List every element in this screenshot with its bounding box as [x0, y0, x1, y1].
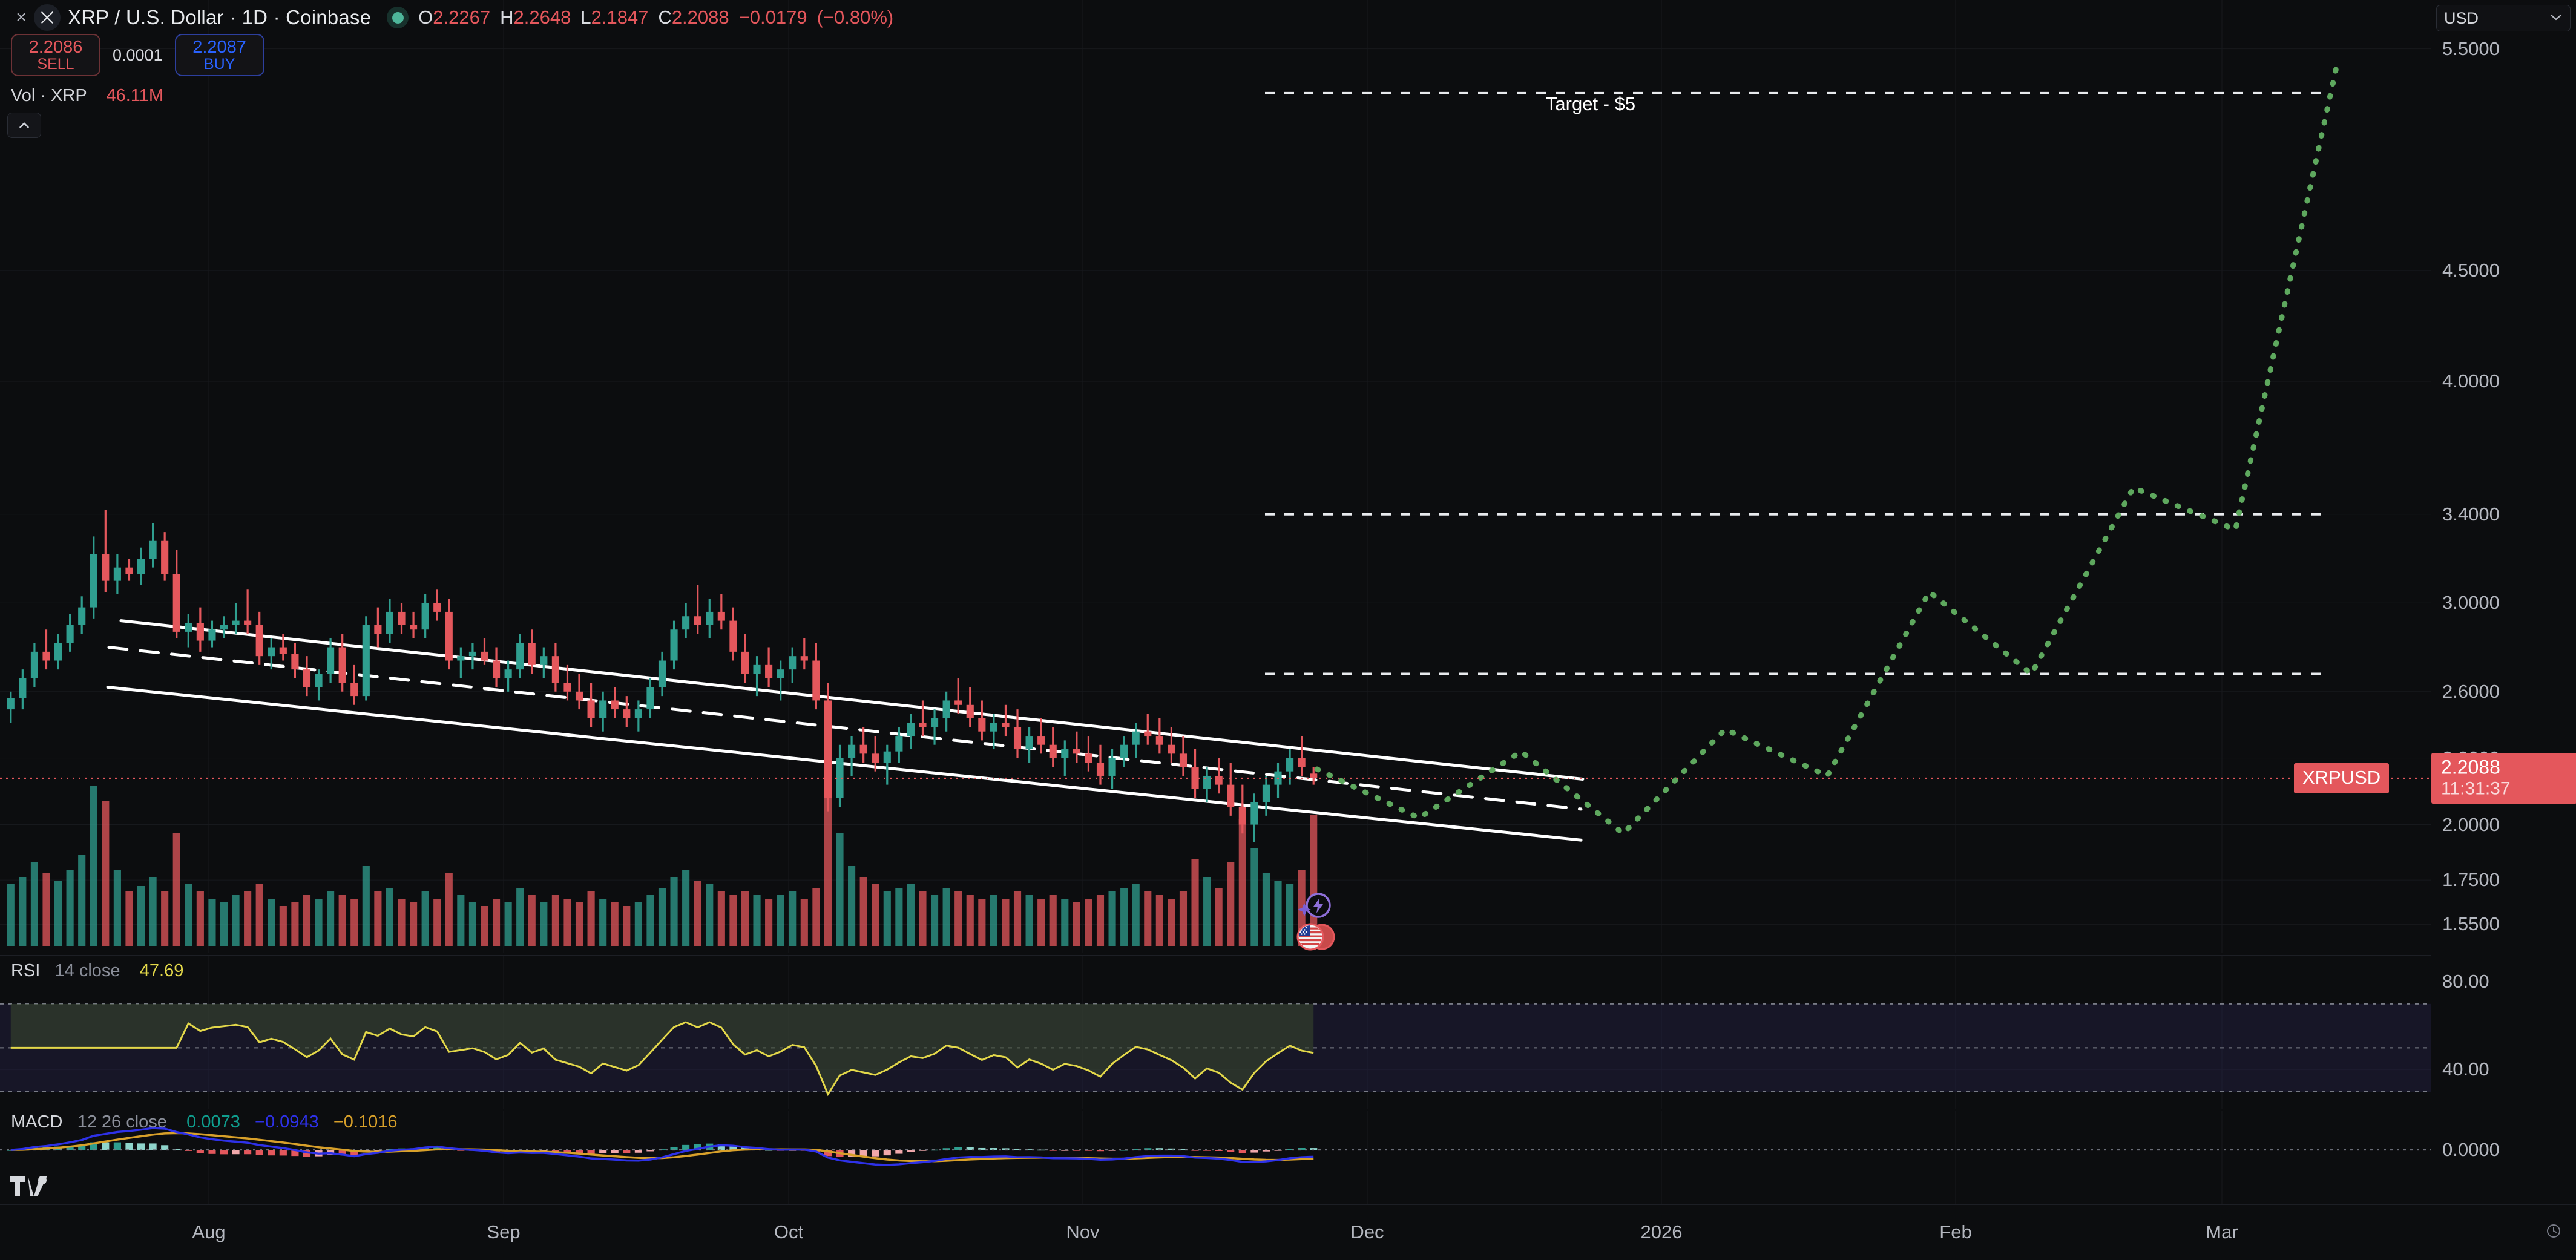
chevron-down-icon: [2549, 13, 2563, 24]
time-axis-tick: Nov: [1066, 1221, 1100, 1242]
close-icon[interactable]: ×: [16, 7, 27, 27]
price-axis[interactable]: USD 5.5000 4.5000 4.0000 3.4000 3.0000 2.6000…: [2431, 0, 2576, 1204]
volume-legend-name: Vol · XRP: [11, 86, 87, 105]
order-panel: 2.2086 SELL 0.0001 2.2087 BUY: [11, 34, 264, 76]
low-label: L: [580, 7, 591, 28]
symbol-header: × XRP / U.S. Dollar · 1D · Coinbase O 2.2…: [0, 0, 2576, 35]
bar-countdown: 11:31:37: [2441, 778, 2511, 799]
xrp-logo-icon: [34, 4, 61, 31]
macd-legend-args: 12 26 close: [77, 1112, 167, 1132]
price-axis-tick: 5.5000: [2442, 38, 2500, 59]
time-axis-tick: Oct: [774, 1221, 804, 1242]
us-economic-event-icon[interactable]: [1295, 921, 1335, 956]
macd-value-hist: −0.1016: [333, 1112, 398, 1132]
collapse-pane-button[interactable]: [7, 113, 41, 138]
price-axis-tick: 3.0000: [2442, 592, 2500, 614]
open-label: O: [418, 7, 433, 28]
volume-legend-value: 46.11M: [106, 86, 164, 105]
sell-price: 2.2086: [28, 37, 83, 57]
rsi-legend-value: 47.69: [139, 961, 184, 980]
macd-axis-tick: 0.0000: [2442, 1138, 2500, 1160]
time-axis-tick: Dec: [1350, 1221, 1384, 1242]
price-pane[interactable]: [0, 0, 2431, 953]
price-axis-tick: 1.7500: [2442, 869, 2500, 891]
high-label: H: [500, 7, 514, 28]
symbol-title[interactable]: XRP / U.S. Dollar · 1D · Coinbase: [68, 6, 372, 28]
price-axis-tick: 2.6000: [2442, 680, 2500, 702]
low-value: 2.1847: [591, 7, 649, 28]
change-pct: (−0.80%): [816, 7, 894, 28]
sell-label: SELL: [37, 56, 74, 73]
close-value: 2.2088: [671, 7, 729, 28]
rsi-pane[interactable]: [0, 955, 2431, 1109]
time-axis-tick: Aug: [192, 1221, 226, 1242]
price-axis-tick: 2.0000: [2442, 813, 2500, 835]
clock-icon[interactable]: [2546, 1223, 2561, 1242]
tradingview-logo[interactable]: [8, 1169, 50, 1201]
macd-legend[interactable]: MACD 12 26 close 0.0073 −0.0943 −0.1016: [11, 1112, 398, 1132]
macd-legend-name: MACD: [11, 1112, 63, 1132]
buy-button[interactable]: 2.2087 BUY: [174, 34, 264, 76]
symbol-price-tag[interactable]: XRPUSD: [2294, 763, 2390, 794]
rsi-legend[interactable]: RSI 14 close 47.69: [11, 961, 183, 981]
change-abs: −0.0179: [738, 7, 807, 28]
time-axis[interactable]: Aug Sep Oct Nov Dec 2026 Feb Mar: [0, 1204, 2576, 1260]
buy-price: 2.2087: [192, 37, 246, 57]
current-price-value: 2.2088: [2441, 756, 2500, 778]
buy-label: BUY: [203, 56, 235, 73]
currency-select[interactable]: USD: [2436, 5, 2571, 31]
volume-legend[interactable]: Vol · XRP 46.11M: [11, 86, 163, 106]
chevron-up-icon: [19, 122, 29, 128]
rsi-legend-name: RSI: [11, 961, 41, 980]
ai-event-icon[interactable]: [1296, 891, 1333, 930]
macd-value-signal: −0.0943: [255, 1112, 319, 1132]
macd-pane[interactable]: [0, 1111, 2431, 1204]
sell-button[interactable]: 2.2086 SELL: [11, 34, 100, 76]
price-axis-tick: 3.4000: [2442, 503, 2500, 525]
current-price-badge[interactable]: 2.2088 11:31:37: [2431, 753, 2576, 804]
rsi-axis-tick: 40.00: [2442, 1058, 2489, 1080]
close-label: C: [658, 7, 672, 28]
time-axis-tick: Sep: [487, 1221, 521, 1242]
target-annotation[interactable]: Target - $5: [1545, 93, 1636, 114]
price-axis-tick: 4.0000: [2442, 370, 2500, 392]
rsi-legend-args: 14 close: [54, 961, 120, 980]
ohlc-values: O 2.2267 H 2.2648 L 2.1847 C 2.2088 −0.0179 …: [418, 7, 893, 28]
high-value: 2.2648: [513, 7, 571, 28]
price-axis-tick: 4.5000: [2442, 259, 2500, 281]
price-axis-tick: 1.5500: [2442, 913, 2500, 935]
currency-value: USD: [2444, 8, 2479, 27]
time-axis-tick: 2026: [1640, 1221, 1683, 1242]
spread-value: 0.0001: [113, 45, 163, 64]
open-value: 2.2267: [433, 7, 491, 28]
live-indicator: [387, 7, 409, 28]
time-axis-tick: Feb: [1939, 1221, 1972, 1242]
time-axis-tick: Mar: [2206, 1221, 2238, 1242]
rsi-axis-tick: 80.00: [2442, 970, 2489, 992]
macd-value-macd: 0.0073: [186, 1112, 240, 1132]
